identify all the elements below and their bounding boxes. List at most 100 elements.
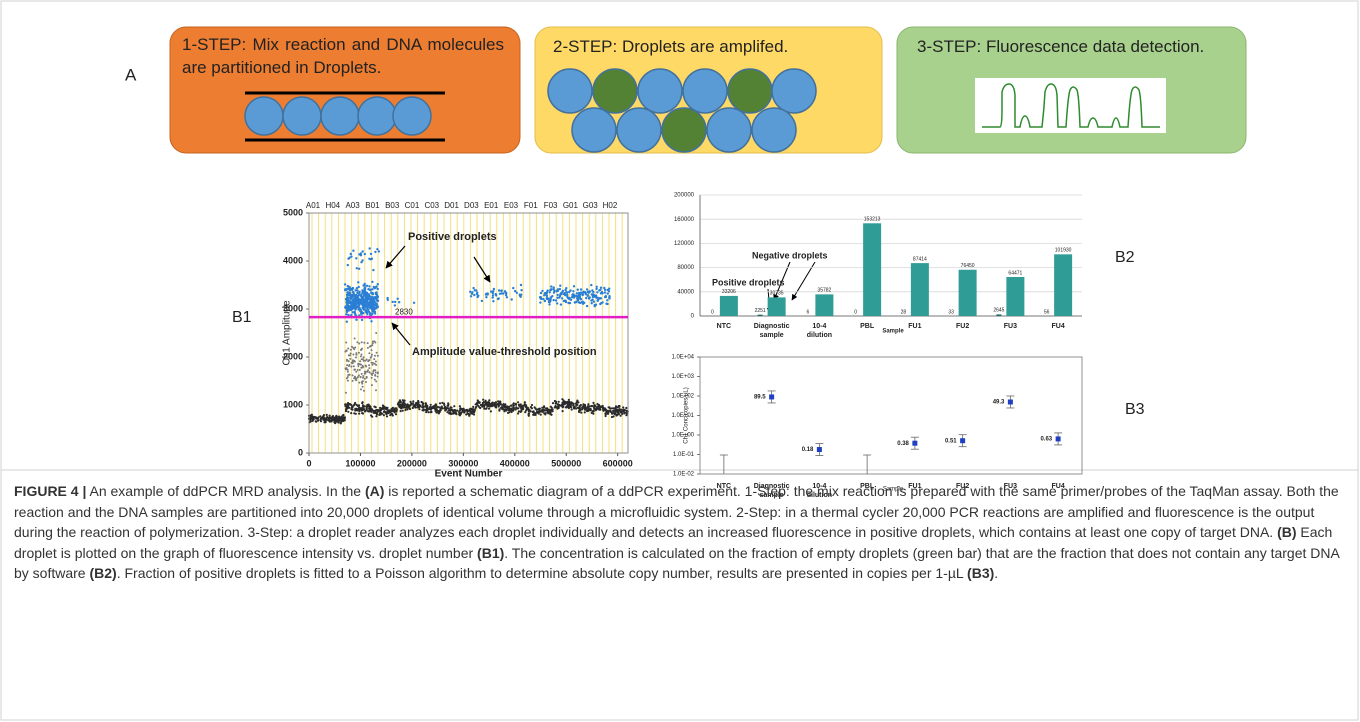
droplet <box>562 406 564 408</box>
droplet <box>474 409 476 411</box>
droplet <box>362 250 364 252</box>
droplet <box>361 312 363 314</box>
droplet <box>579 405 581 407</box>
caption: FIGURE 4 | An example of ddPCR MRD analy… <box>14 481 1344 584</box>
droplet <box>332 419 334 421</box>
droplet <box>368 364 370 366</box>
caption-run: (B1) <box>477 545 504 561</box>
droplet <box>479 407 481 409</box>
x-tick-label: PBL <box>860 323 875 330</box>
droplet <box>431 406 433 408</box>
droplet <box>522 405 524 407</box>
value-label: 6 <box>806 309 809 315</box>
droplet <box>447 402 449 404</box>
droplet <box>520 296 522 298</box>
droplet <box>601 301 603 303</box>
droplet <box>559 285 561 287</box>
droplet <box>474 289 476 291</box>
droplet <box>391 413 393 415</box>
droplet <box>366 285 368 287</box>
droplet <box>561 297 563 299</box>
droplet <box>553 286 555 288</box>
droplet <box>458 413 460 415</box>
droplet <box>520 289 522 291</box>
droplet <box>395 413 397 415</box>
droplet <box>360 261 362 263</box>
droplet <box>372 303 374 305</box>
droplet <box>605 413 607 415</box>
droplet <box>369 305 371 307</box>
droplet <box>513 404 515 406</box>
droplet <box>499 293 501 295</box>
droplet <box>592 291 594 293</box>
droplet <box>317 420 319 422</box>
droplet <box>550 288 552 290</box>
droplet <box>608 406 610 408</box>
droplet <box>400 410 402 412</box>
droplet <box>346 294 348 296</box>
droplet <box>622 406 624 408</box>
droplet <box>347 411 349 413</box>
droplet <box>343 417 345 419</box>
droplet <box>452 413 454 415</box>
droplet <box>492 296 494 298</box>
droplet <box>371 258 373 260</box>
droplet <box>621 409 623 411</box>
droplet <box>353 377 355 379</box>
droplet <box>378 250 380 252</box>
bar <box>996 314 1001 316</box>
droplet <box>355 319 357 321</box>
droplet <box>571 408 573 410</box>
panel-label: B1 <box>232 309 252 326</box>
droplet <box>379 413 381 415</box>
droplet <box>531 404 533 406</box>
droplet <box>544 413 546 415</box>
droplet <box>355 352 357 354</box>
droplet <box>375 285 377 287</box>
droplet <box>497 298 499 300</box>
droplet <box>353 365 355 367</box>
droplet <box>468 413 470 415</box>
droplet <box>434 407 436 409</box>
droplet <box>528 415 530 417</box>
value-label: 33 <box>948 309 954 315</box>
droplet <box>357 363 359 365</box>
droplet <box>346 306 348 308</box>
droplet <box>422 403 424 405</box>
droplet <box>367 371 369 373</box>
droplet <box>506 296 508 298</box>
droplet <box>359 298 361 300</box>
droplet <box>550 296 552 298</box>
droplet <box>584 407 586 409</box>
droplet <box>374 410 376 412</box>
droplet <box>512 287 514 289</box>
droplet <box>371 416 373 418</box>
droplet <box>442 407 444 409</box>
droplet <box>609 410 611 412</box>
droplet <box>589 408 591 410</box>
droplet <box>450 406 452 408</box>
droplet <box>368 410 370 412</box>
droplet <box>397 298 399 300</box>
droplet <box>567 402 569 404</box>
droplet <box>354 347 356 349</box>
droplet <box>555 402 557 404</box>
bar <box>815 294 833 316</box>
droplet <box>533 412 535 414</box>
well-label: G01 <box>563 201 579 210</box>
droplet <box>377 300 379 302</box>
droplet <box>579 302 581 304</box>
droplet <box>404 409 406 411</box>
droplet <box>475 406 477 408</box>
droplet <box>350 353 352 355</box>
droplet <box>616 414 618 416</box>
x-tick-label: Diagnosticsample <box>754 323 790 339</box>
droplet <box>346 310 348 312</box>
droplet <box>499 401 501 403</box>
droplet <box>352 374 354 376</box>
droplet <box>620 415 622 417</box>
droplet <box>576 400 578 402</box>
droplet <box>359 309 361 311</box>
droplet <box>477 399 479 401</box>
droplet <box>364 304 366 306</box>
